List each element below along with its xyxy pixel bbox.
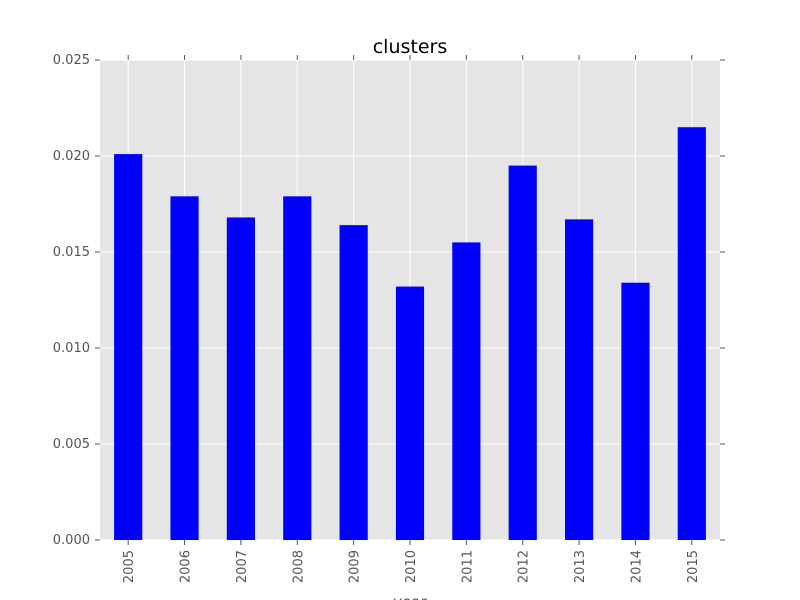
y-tick-label: 0.010 — [53, 341, 90, 356]
x-tick-labels: 2005 2006 2007 2008 2009 2010 2011 2012 2013 2014… — [122, 550, 701, 583]
tick-marks — [95, 55, 725, 545]
x-tick-label: 2005 — [122, 550, 137, 583]
y-tick-label: 0.015 — [53, 245, 90, 260]
bar-2015 — [677, 127, 706, 540]
x-tick-label: 2009 — [348, 550, 363, 583]
x-tick-label: 2012 — [517, 550, 532, 583]
x-tick-label: 2015 — [686, 550, 701, 583]
y-tick-label: 0.005 — [53, 437, 90, 452]
bar-2014 — [621, 282, 650, 540]
bar-2012 — [508, 165, 537, 540]
x-tick-label: 2008 — [291, 550, 306, 583]
chart-title: clusters — [373, 36, 448, 58]
x-tick-label: 2011 — [460, 550, 475, 583]
y-tick-labels: 0.000 0.005 0.010 0.015 0.020 0.025 — [53, 53, 90, 548]
x-tick-label: 2010 — [404, 550, 419, 583]
bar-2007 — [226, 217, 255, 540]
x-tick-label: 2014 — [629, 550, 644, 583]
y-tick-label: 0.020 — [53, 149, 90, 164]
bar-2008 — [283, 196, 312, 540]
x-tick-label: 2006 — [179, 550, 194, 583]
bar-2013 — [565, 219, 594, 541]
x-axis-label: year — [393, 593, 427, 600]
y-tick-label: 0.000 — [53, 533, 90, 548]
x-tick-label: 2013 — [573, 550, 588, 583]
bar-2006 — [170, 196, 199, 540]
bar-2009 — [339, 225, 368, 540]
y-tick-label: 0.025 — [53, 53, 90, 68]
bar-2011 — [452, 242, 481, 540]
bars — [114, 127, 706, 541]
bar-2005 — [114, 154, 143, 540]
bar-2010 — [395, 286, 425, 540]
x-tick-label: 2007 — [235, 550, 250, 583]
